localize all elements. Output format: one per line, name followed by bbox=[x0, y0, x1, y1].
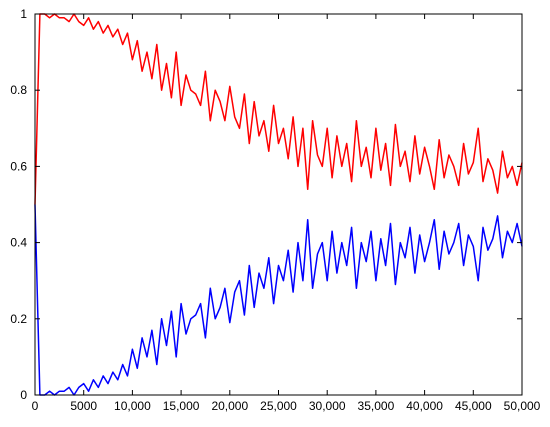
x-tick-label: 20,000 bbox=[211, 399, 248, 413]
series-line-1 bbox=[34, 204, 523, 396]
x-tick-label: 5000 bbox=[70, 399, 97, 413]
x-tick-label: 40,000 bbox=[406, 399, 443, 413]
y-tick-label: 0 bbox=[20, 388, 27, 402]
series-line-0 bbox=[34, 13, 523, 205]
x-tick-label: 15,000 bbox=[163, 399, 200, 413]
x-tick-label: 35,000 bbox=[358, 399, 395, 413]
x-tick-label: 45,000 bbox=[455, 399, 492, 413]
x-tick-label: 30,000 bbox=[309, 399, 346, 413]
y-tick-label: 0.6 bbox=[10, 159, 27, 173]
ticks-layer: 0 5000 10,000 15,000 20,000 25,000 30,000 35,00… bbox=[10, 7, 540, 413]
plot-frame bbox=[34, 13, 523, 396]
x-tick-label: 50,000 bbox=[504, 399, 541, 413]
series-layer bbox=[34, 13, 523, 396]
x-tick-label: 10,000 bbox=[114, 399, 151, 413]
y-tick-label: 0.8 bbox=[10, 83, 27, 97]
y-tick-label: 0.4 bbox=[10, 236, 27, 250]
y-tick-label: 0.2 bbox=[10, 312, 27, 326]
y-tick-label: 1 bbox=[20, 7, 27, 21]
x-tick-label: 25,000 bbox=[260, 399, 297, 413]
x-tick-label: 0 bbox=[32, 399, 39, 413]
